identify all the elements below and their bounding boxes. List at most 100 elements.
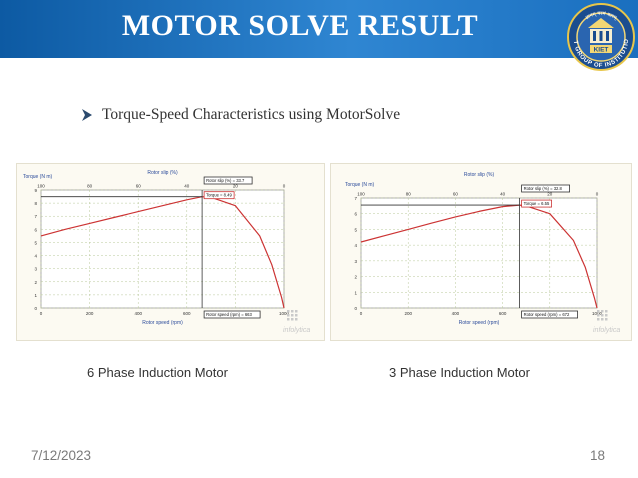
bullet-point: Torque-Speed Characteristics using Motor… [80, 106, 400, 124]
infolytica-watermark: infolytica [593, 327, 620, 334]
slip-tick-label: 0 [283, 184, 286, 189]
y-tick-label: 0 [354, 306, 357, 311]
slip-annotation-box [203, 176, 253, 185]
y-tick-label: 5 [34, 240, 37, 245]
chart-svg-3-phase: 0123456702004006008001000100806040200Tor… [345, 172, 620, 334]
footer-date: 7/12/2023 [31, 448, 92, 463]
infolytica-logo-icon [597, 310, 608, 321]
torque-speed-chart-3-phase: 0123456702004006008001000100806040200Tor… [330, 163, 632, 341]
slip-tick-label: 80 [406, 192, 412, 197]
y-tick-label: 1 [34, 293, 37, 298]
caption-3-phase: 3 Phase Induction Motor [389, 365, 530, 380]
logo-dot [295, 318, 298, 321]
infolytica-watermark: infolytica [283, 327, 310, 334]
y-tick-label: 5 [354, 227, 357, 232]
logo-dot [601, 314, 604, 317]
torque-annotation-text: Torque = 6.55 [524, 201, 550, 206]
logo-dot [287, 314, 290, 317]
title-banner: MOTOR SOLVE RESULT KIET KIET GROUP OF IN… [0, 0, 638, 71]
plot-area [360, 197, 598, 309]
x-axis-title: Rotor speed (rpm) [142, 320, 183, 326]
speed-annotation-box [203, 310, 261, 319]
x-tick-label: 200 [86, 311, 94, 316]
logo-dot [295, 314, 298, 317]
x-tick-label: 600 [183, 311, 191, 316]
logo-dot [291, 310, 294, 313]
logo-dot [295, 310, 298, 313]
y-tick-label: 0 [34, 306, 37, 311]
slip-tick-label: 20 [547, 192, 553, 197]
logo-dot [287, 310, 290, 313]
kiet-logo-icon: KIET KIET GROUP OF INSTITUTIONS ज्ञानम् … [566, 2, 635, 71]
x-tick-label: 600 [499, 311, 507, 316]
torque-curve [360, 204, 598, 309]
x-axis-title: Rotor speed (rpm) [459, 320, 500, 326]
logo-dot [597, 314, 600, 317]
slide-title: MOTOR SOLVE RESULT [121, 9, 479, 42]
slip-tick-label: 60 [136, 184, 142, 189]
bullet-text: Torque-Speed Characteristics using Motor… [102, 106, 401, 123]
speed-annotation: Rotor speed (rpm) = 663 [203, 310, 261, 319]
torque-speed-chart-6-phase: 012345678902004006008001000100806040200T… [16, 163, 325, 341]
slip-axis-title: Rotor slip (%) [464, 172, 495, 178]
logo-dot [291, 318, 294, 321]
y-tick-label: 2 [34, 280, 37, 285]
y-tick-label: 3 [354, 259, 357, 264]
speed-annotation-text: Rotor speed (rpm) = 663 [206, 312, 252, 317]
slip-tick-label: 60 [453, 192, 459, 197]
torque-annotation-box [203, 191, 235, 200]
y-tick-label: 9 [34, 188, 37, 193]
slip-tick-label: 40 [184, 184, 190, 189]
slip-tick-label: 80 [87, 184, 93, 189]
slip-annotation-text: Rotor slip (%) = 33.7 [206, 178, 245, 183]
logo-dot [287, 318, 290, 321]
speed-annotation-box [521, 310, 578, 319]
torque-annotation: Torque = 6.55 [521, 199, 552, 208]
x-tick-label: 400 [134, 311, 142, 316]
torque-annotation-text: Torque = 8.49 [206, 193, 232, 198]
x-tick-label: 1000 [279, 311, 290, 316]
y-tick-label: 4 [354, 243, 357, 248]
infolytica-logo-icon [287, 310, 298, 321]
y-tick-label: 2 [354, 275, 357, 280]
y-tick-label: 1 [354, 290, 357, 295]
x-tick-label: 0 [360, 311, 363, 316]
x-tick-label: 200 [404, 311, 412, 316]
slip-annotation-text: Rotor slip (%) = 32.8 [524, 186, 563, 191]
plot-area [40, 189, 285, 309]
x-tick-label: 1000 [592, 311, 603, 316]
speed-annotation: Rotor speed (rpm) = 672 [521, 310, 578, 319]
logo-dot [601, 318, 604, 321]
torque-curve [40, 196, 285, 309]
y-tick-label: 4 [34, 254, 37, 259]
slip-annotation-box [521, 184, 570, 193]
logo-dot [597, 318, 600, 321]
y-tick-label: 6 [354, 212, 357, 217]
logo-badge-text: KIET [594, 47, 609, 54]
logo-dot [605, 314, 608, 317]
y-tick-label: 3 [34, 267, 37, 272]
y-axis-title: Torque (N m) [345, 182, 375, 188]
x-tick-label: 400 [452, 311, 460, 316]
torque-annotation: Torque = 8.49 [203, 191, 235, 200]
slip-tick-label: 0 [596, 192, 599, 197]
chart-svg-6-phase: 012345678902004006008001000100806040200T… [23, 170, 310, 334]
logo-dot [597, 310, 600, 313]
logo-dot [291, 314, 294, 317]
logo-dot [605, 318, 608, 321]
page-number: 18 [590, 448, 606, 463]
y-tick-label: 7 [34, 214, 37, 219]
y-axis-title: Torque (N m) [23, 174, 53, 180]
arrow-bullet-icon [82, 109, 92, 121]
torque-annotation-box [521, 199, 552, 208]
slip-tick-label: 100 [357, 192, 365, 197]
slip-tick-label: 40 [500, 192, 506, 197]
y-tick-label: 7 [354, 196, 357, 201]
logo-dot [605, 310, 608, 313]
caption-6-phase: 6 Phase Induction Motor [87, 365, 228, 380]
slip-annotation: Rotor slip (%) = 33.7 [203, 176, 253, 185]
logo-dot [601, 310, 604, 313]
y-tick-label: 8 [34, 201, 37, 206]
svg-text:ज्ञानम् परमं बलम्: ज्ञानम् परमं बलम् [585, 10, 619, 22]
x-tick-label: 0 [40, 311, 43, 316]
